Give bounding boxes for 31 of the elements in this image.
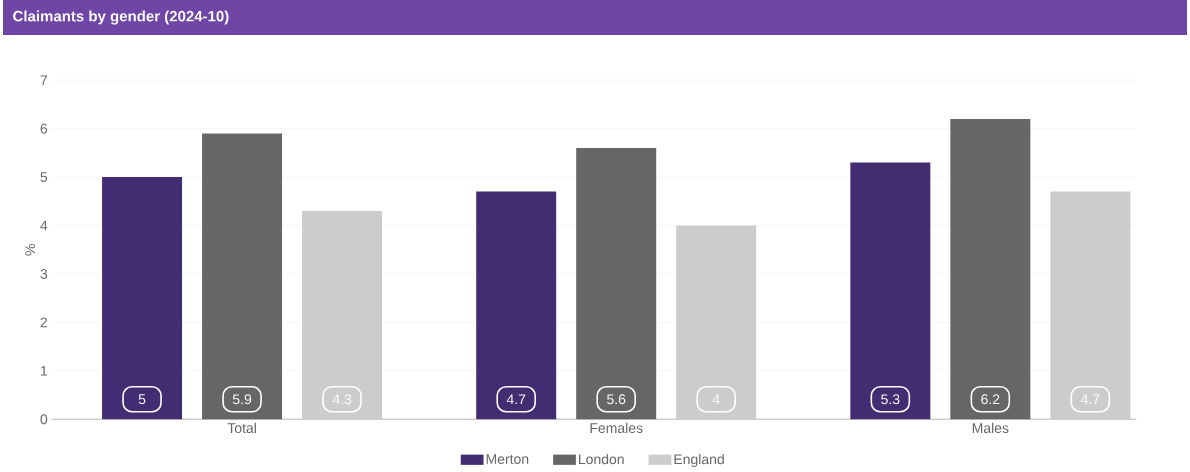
bar (302, 210, 383, 420)
y-tick-label: 6 (40, 123, 48, 134)
bar (476, 191, 557, 420)
chart-title: Claimants by gender (2024-10) (13, 10, 229, 25)
data-label: 6.2 (981, 394, 1000, 405)
y-axis-title: % (25, 243, 36, 256)
data-label: 4.7 (506, 394, 526, 405)
x-tick-label: Males (972, 422, 1009, 434)
bar (576, 148, 657, 420)
legend-label: London (579, 453, 624, 465)
bar (676, 225, 757, 420)
data-label: 5 (138, 394, 146, 405)
x-tick-label: Total (227, 422, 256, 434)
data-label: 5.6 (607, 394, 626, 405)
bar (950, 118, 1031, 420)
x-tick-label: Females (590, 422, 643, 434)
y-tick-label: 0 (40, 414, 48, 425)
y-tick-label: 5 (40, 172, 48, 182)
bar (202, 133, 283, 420)
legend-label: England (674, 453, 724, 467)
data-label: 5.3 (881, 394, 900, 405)
data-label: 5.9 (232, 394, 252, 405)
legend-label: Merton (486, 454, 529, 464)
y-tick-label: 4 (40, 220, 48, 231)
y-tick-label: 1 (41, 365, 48, 376)
y-tick-label: 7 (40, 75, 48, 86)
bar (102, 177, 183, 420)
y-tick-label: 2 (40, 317, 48, 328)
bar (1050, 191, 1131, 420)
bar (850, 162, 931, 420)
y-tick-label: 3 (40, 268, 48, 279)
